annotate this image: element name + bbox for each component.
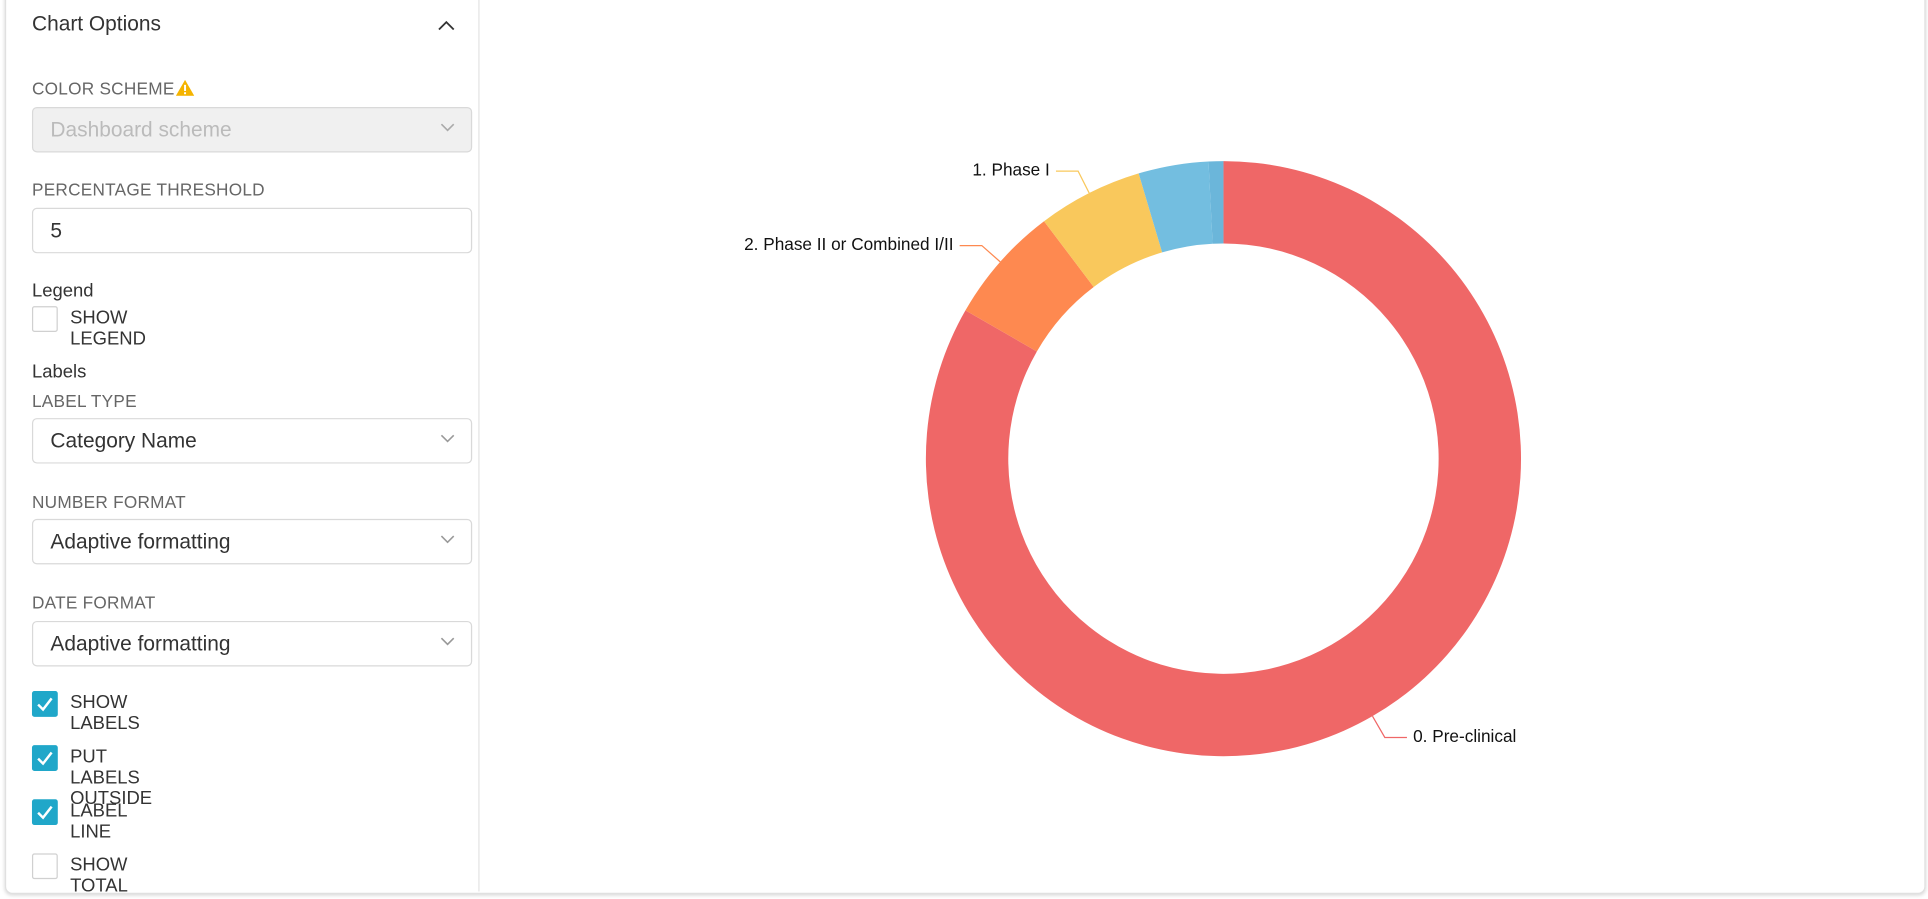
collapse-icon[interactable]: [438, 20, 455, 31]
donut-slice: [1044, 173, 1163, 287]
checkbox-label: LABEL LINE: [70, 800, 127, 843]
donut-slice: [965, 221, 1094, 352]
label-line: [1055, 170, 1090, 194]
select[interactable]: Category Name: [31, 418, 473, 464]
checkbox-label: PUT LABELS OUTSIDE: [70, 746, 153, 810]
select[interactable]: Adaptive formatting: [31, 620, 473, 667]
checkbox-label: SHOW LEGEND: [70, 307, 146, 350]
select[interactable]: Adaptive formatting: [31, 518, 473, 565]
checkbox[interactable]: [31, 745, 58, 771]
checkbox[interactable]: [31, 691, 58, 717]
label-line: [959, 244, 1001, 263]
field-label: NUMBER FORMAT: [31, 491, 186, 512]
select-value: Category Name: [50, 429, 197, 453]
text-input[interactable]: 5: [31, 207, 473, 254]
section-heading: Legend: [31, 280, 94, 302]
checkbox[interactable]: [31, 853, 58, 880]
select-value: Dashboard scheme: [50, 118, 232, 142]
checkbox[interactable]: [31, 306, 58, 332]
donut-chart: 0. Pre-clinical 2. Phase II or Combined I…: [744, 160, 1522, 757]
check-mark: [37, 805, 53, 820]
field-label: DATE FORMAT: [31, 592, 156, 613]
field-label: PERCENTAGE THRESHOLD: [31, 179, 265, 200]
section-heading: Labels: [31, 361, 87, 383]
field-label: LABEL TYPE: [31, 391, 137, 411]
donut-slice: [1138, 161, 1213, 253]
select-value: Adaptive formatting: [50, 529, 231, 554]
field-label: COLOR SCHEME: [31, 78, 175, 99]
checkbox-label: SHOW LABELS: [70, 692, 140, 735]
slice-label: 0. Pre-clinical: [1413, 726, 1516, 746]
select-disabled[interactable]: Dashboard scheme: [31, 106, 473, 153]
label-line: [1371, 715, 1407, 739]
panel-title: Chart Options: [31, 12, 161, 36]
options-panel: Chart Options COLOR SCHEME Dashboard sch…: [10, 0, 480, 896]
checkbox-label: SHOW TOTAL: [70, 854, 128, 897]
select-value: Adaptive formatting: [50, 632, 231, 656]
checkbox[interactable]: [31, 799, 58, 826]
slice-label: 1. Phase I: [972, 160, 1049, 180]
slice-label: 2. Phase II or Combined I/II: [744, 234, 953, 254]
check-mark: [37, 751, 53, 766]
input-value: 5: [50, 218, 63, 243]
donut-slice: [1208, 161, 1224, 244]
check-mark: [37, 697, 53, 712]
warning-icon: [175, 79, 195, 96]
